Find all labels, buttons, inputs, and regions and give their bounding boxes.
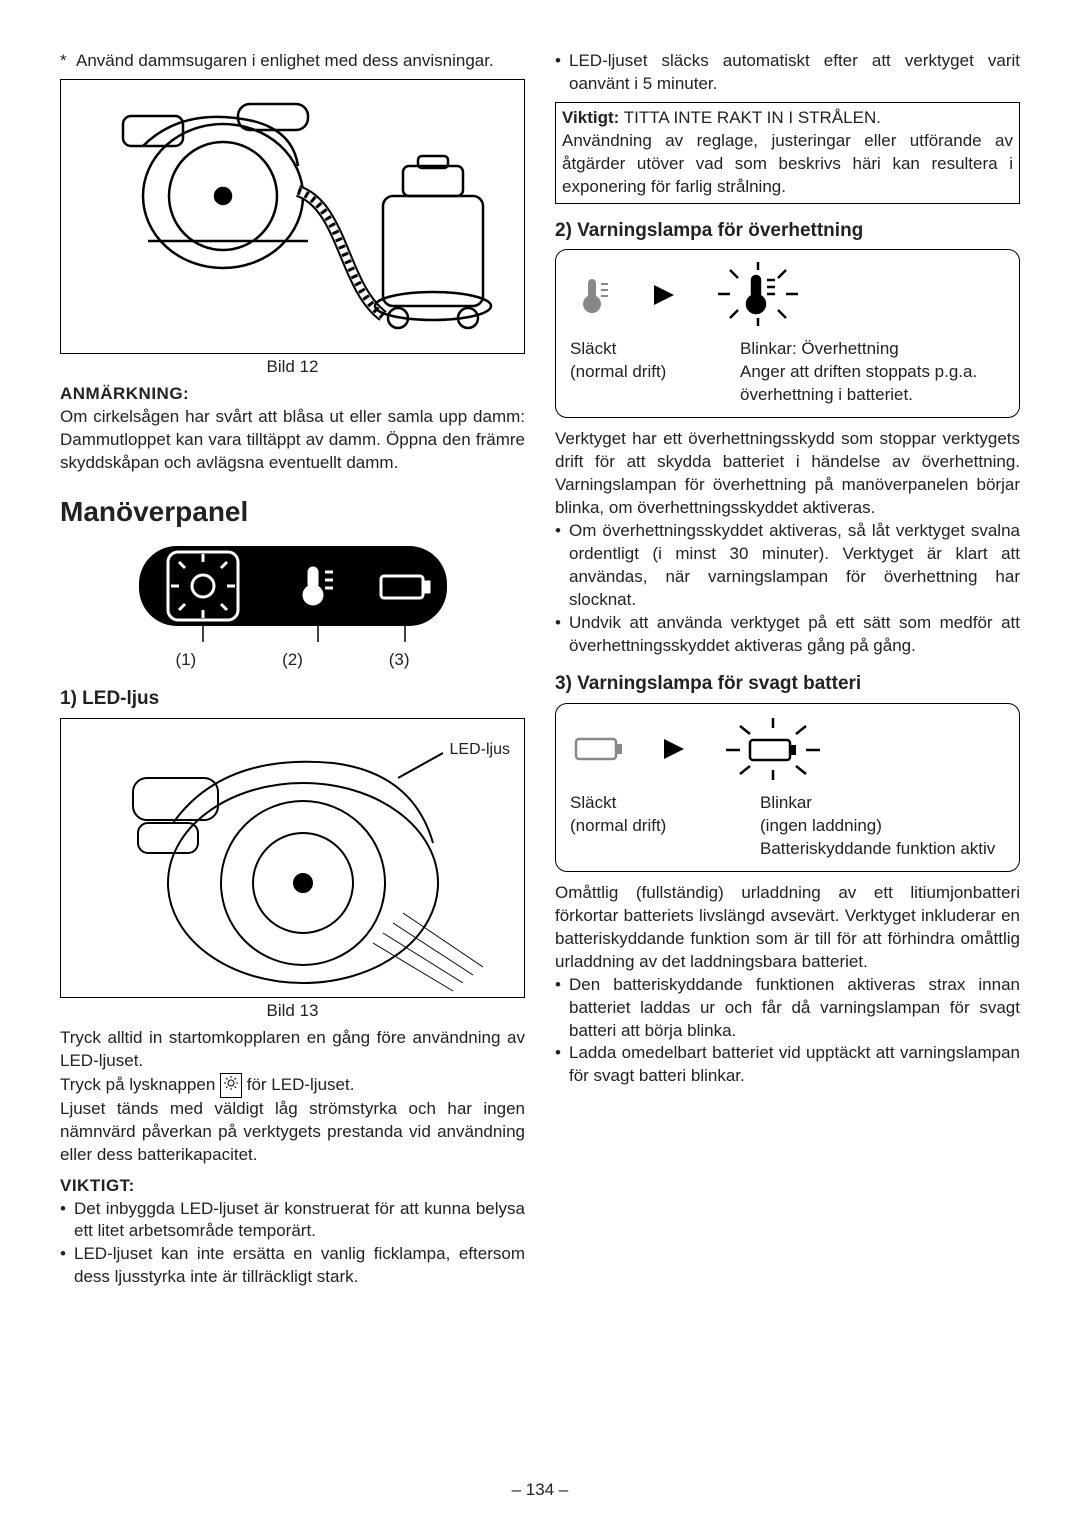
overheat-b2: Undvik att använda verktyget på ett sätt… — [569, 612, 1020, 658]
figure-13-box: LED-ljus — [60, 718, 525, 998]
battery-blink-icon — [718, 714, 828, 784]
columns: * Använd dammsugaren i enlighet med dess… — [60, 50, 1020, 1467]
battery-on-label: Blinkar (ingen laddning) Batteriskyddand… — [760, 792, 1005, 861]
bullet-dot: • — [555, 520, 569, 612]
warning-title: Viktigt: — [562, 108, 619, 127]
panel-numbers: (1) (2) (3) — [133, 649, 453, 672]
note-body: Om cirkelsågen har svårt att blåsa ut el… — [60, 406, 525, 475]
led-p2b: för LED-ljuset. — [242, 1075, 354, 1094]
sub-3-title: 3) Varningslampa för svagt batteri — [555, 671, 1020, 697]
battery-icons — [570, 714, 1005, 784]
bullet-dot: • — [555, 612, 569, 658]
led-p2a: Tryck på lysknappen — [60, 1075, 220, 1094]
right-b1-row: • LED-ljuset släcks automatiskt efter at… — [555, 50, 1020, 96]
panel-num-1: (1) — [175, 649, 196, 672]
battery-status-box: Släckt (normal drift) Blinkar (ingen lad… — [555, 703, 1020, 872]
s2-on1: Blinkar: Överhettning — [740, 338, 1005, 361]
led-p2: Tryck på lysknappen för LED-ljuset. — [60, 1073, 525, 1098]
vacuum-note-row: * Använd dammsugaren i enlighet med dess… — [60, 50, 525, 73]
battery-b2: Ladda omedelbart batteriet vid upptäckt … — [569, 1042, 1020, 1088]
bullet-dot: • — [555, 50, 569, 96]
section-title: Manöverpanel — [60, 493, 525, 531]
right-b1: LED-ljuset släcks automatiskt efter att … — [569, 50, 1020, 96]
page-number: – 134 – — [60, 1479, 1020, 1502]
led-p1: Tryck alltid in startomkopplaren en gång… — [60, 1027, 525, 1073]
battery-off-label: Släckt (normal drift) — [570, 792, 740, 861]
right-column: • LED-ljuset släcks automatiskt efter at… — [555, 50, 1020, 1467]
bullet-dot: • — [555, 1042, 569, 1088]
light-button-icon — [220, 1073, 242, 1098]
s3-on3: Batteriskyddande funktion aktiv — [760, 838, 1005, 861]
overheat-labels: Släckt (normal drift) Blinkar: Överhettn… — [570, 338, 1005, 407]
viktigt-b1-row: • Det inbyggda LED-ljuset är konstruerat… — [60, 1198, 525, 1244]
thermometer-off-icon — [570, 270, 620, 320]
note-header: ANMÄRKNING: — [60, 383, 525, 406]
viktigt-b2: LED-ljuset kan inte ersätta en vanlig fi… — [74, 1243, 525, 1289]
overheat-b1: Om överhettningsskyddet aktiveras, så lå… — [569, 520, 1020, 612]
panel-num-2: (2) — [282, 649, 303, 672]
warning-text1: TITTA INTE RAKT IN I STRÅLEN. — [619, 108, 881, 127]
s2-off2: (normal drift) — [570, 361, 720, 384]
saw-vacuum-illustration — [83, 86, 503, 346]
led-p3: Ljuset tänds med väldigt låg strömstyrka… — [60, 1098, 525, 1167]
warning-line1: Viktigt: TITTA INTE RAKT IN I STRÅLEN. — [562, 107, 1013, 130]
figure-12-caption: Bild 12 — [60, 356, 525, 379]
overheat-icons — [570, 260, 1005, 330]
control-panel-illustration — [133, 540, 453, 645]
battery-b1: Den batteriskyddande funktionen aktivera… — [569, 974, 1020, 1043]
panel-num-3: (3) — [389, 649, 410, 672]
s3-off1: Släckt — [570, 792, 740, 815]
warning-box: Viktigt: TITTA INTE RAKT IN I STRÅLEN. A… — [555, 102, 1020, 204]
battery-b2-row: • Ladda omedelbart batteriet vid upptäck… — [555, 1042, 1020, 1088]
sub-2-title: 2) Varningslampa för överhettning — [555, 218, 1020, 244]
sub-1-title: 1) LED-ljus — [60, 686, 525, 712]
left-column: * Använd dammsugaren i enlighet med dess… — [60, 50, 525, 1467]
overheat-off-label: Släckt (normal drift) — [570, 338, 720, 407]
overheat-on-label: Blinkar: Överhettning Anger att driften … — [740, 338, 1005, 407]
s2-off1: Släckt — [570, 338, 720, 361]
led-callout-label: LED-ljus — [448, 739, 512, 761]
s3-on2: (ingen laddning) — [760, 815, 1005, 838]
overheat-status-box: Släckt (normal drift) Blinkar: Överhettn… — [555, 249, 1020, 418]
bullet-dot: • — [60, 1198, 74, 1244]
viktigt-b1: Det inbyggda LED-ljuset är konstruerat f… — [74, 1198, 525, 1244]
figure-12-box — [60, 79, 525, 354]
viktigt-header: VIKTIGT: — [60, 1175, 525, 1198]
bullet-dot: • — [60, 1243, 74, 1289]
s2-on2: Anger att driften stoppats p.g.a. överhe… — [740, 361, 1005, 407]
vacuum-note-text: Använd dammsugaren i enlighet med dess a… — [76, 50, 525, 73]
warning-text2: Användning av reglage, justeringar eller… — [562, 130, 1013, 199]
overheat-p: Verktyget har ett överhettningsskydd som… — [555, 428, 1020, 520]
overheat-b1-row: • Om överhettningsskyddet aktiveras, så … — [555, 520, 1020, 612]
star-bullet: * — [60, 50, 76, 73]
battery-labels: Släckt (normal drift) Blinkar (ingen lad… — [570, 792, 1005, 861]
thermometer-blink-icon — [708, 260, 808, 330]
s3-on1: Blinkar — [760, 792, 1005, 815]
viktigt-b2-row: • LED-ljuset kan inte ersätta en vanlig … — [60, 1243, 525, 1289]
arrow-right-icon — [660, 735, 688, 763]
battery-off-icon — [570, 729, 630, 769]
saw-led-illustration — [83, 723, 503, 993]
overheat-b2-row: • Undvik att använda verktyget på ett sä… — [555, 612, 1020, 658]
battery-p: Omåttlig (fullständig) urladdning av ett… — [555, 882, 1020, 974]
bullet-dot: • — [555, 974, 569, 1043]
figure-13-caption: Bild 13 — [60, 1000, 525, 1023]
battery-b1-row: • Den batteriskyddande funktionen aktive… — [555, 974, 1020, 1043]
s3-off2: (normal drift) — [570, 815, 740, 838]
arrow-right-icon — [650, 281, 678, 309]
